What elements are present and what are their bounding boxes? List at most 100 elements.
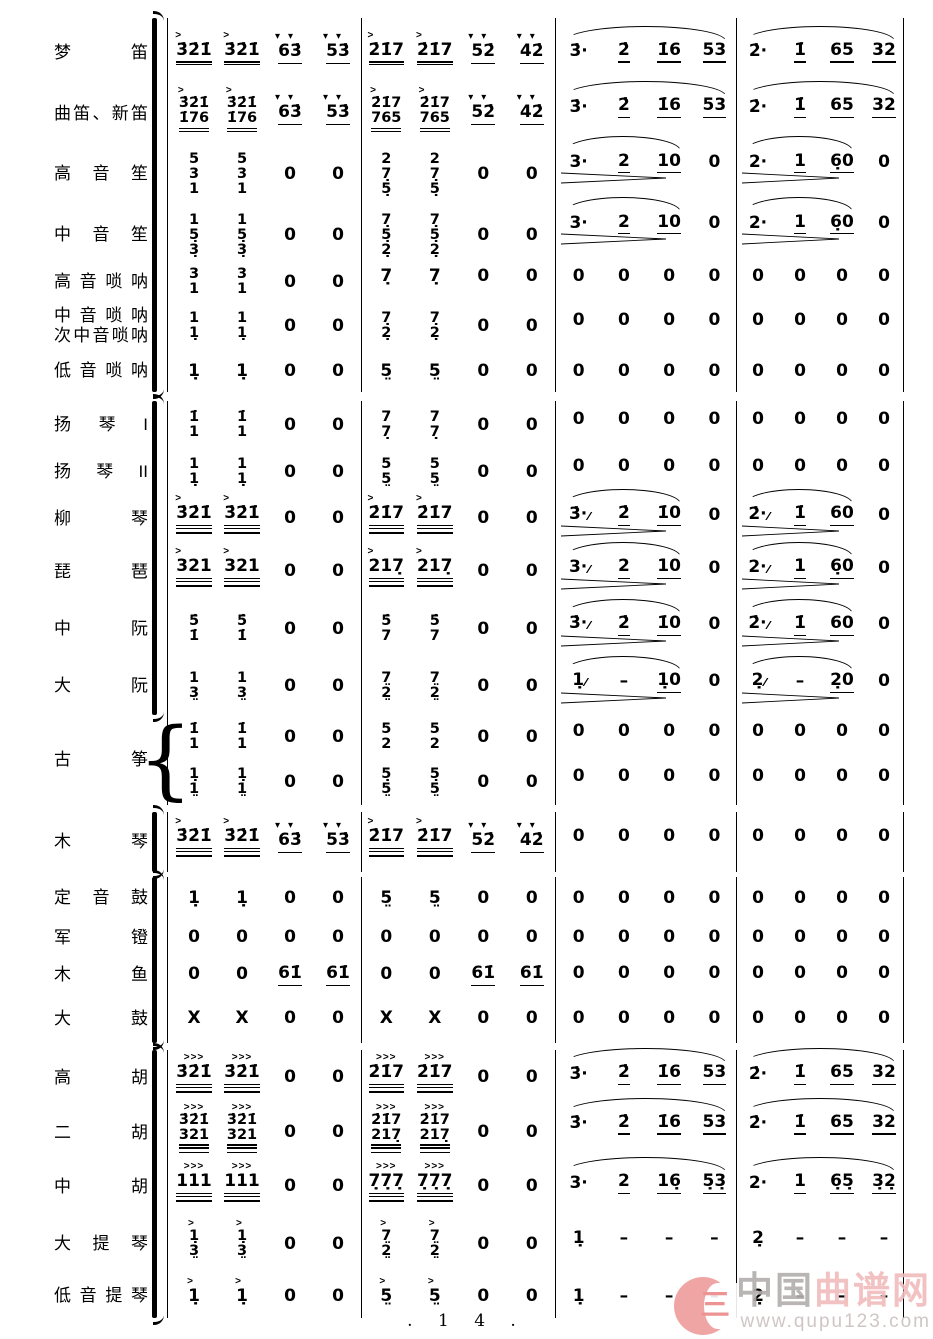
beat-cell: 0 (332, 1234, 344, 1254)
beat-cell: 0 (878, 964, 890, 983)
note-text: 0 (878, 360, 890, 381)
chord-note: 1̣ (236, 1228, 248, 1244)
beam-underline (368, 1086, 404, 1089)
note-text: 0 (332, 461, 344, 482)
accent-marks: > (427, 1275, 435, 1287)
beat-cell: 0 (878, 360, 890, 381)
label-char: II (138, 462, 148, 481)
accent-marks: > (175, 493, 183, 505)
beam-underline (794, 1133, 806, 1135)
chord-note: 3̇2̇1̇ (178, 1111, 210, 1128)
measure-1: 1 1̣ 1 1̣ 0 0 (170, 311, 362, 341)
beat-cell: >3̇2̇1̇ 1̇76 (226, 86, 258, 132)
note-text: 1 (794, 150, 806, 171)
chord-note: 5 (381, 456, 392, 472)
note-text: 2̇1̇7 (368, 826, 405, 847)
note-box: 1̣0 (657, 671, 681, 693)
note-box: 0 (794, 888, 806, 908)
chord-note: 1̣ (188, 471, 200, 487)
label-char: 木 (54, 832, 71, 851)
note-text: 0 (617, 266, 630, 286)
barline (736, 1050, 738, 1318)
accent-marks: > (367, 29, 375, 41)
chord-note: 7̣ (429, 310, 440, 326)
beat-cell: 0 (284, 462, 296, 482)
beat-cell: 0 (663, 888, 675, 908)
beam-underline (657, 577, 681, 580)
beat-cell: 0 (878, 267, 890, 286)
beat-cell: 0 (708, 213, 720, 233)
note-box: 0 (752, 722, 764, 741)
note-text: 0 (477, 618, 490, 639)
chord-stack: 1̇ 1 (237, 410, 247, 440)
beat-cell: 2̇ (617, 96, 630, 118)
beat-cell: 0 (663, 1009, 675, 1028)
note-text: 0 (663, 266, 676, 286)
measure-1: >>> 3̇2̇1̇ 321 >>> 3̇2̇1̇ 321 0 0 (170, 1102, 362, 1154)
beat-cell: 0 (794, 964, 806, 983)
beat-cell: 0 (526, 267, 538, 286)
beam-underline (176, 1086, 212, 1089)
beat-cell: 32 (872, 96, 896, 118)
note-box: 0 (836, 457, 848, 476)
beat-cell: 0 (284, 415, 296, 435)
note-text: 0 (428, 927, 441, 947)
note-box: – (796, 1229, 805, 1248)
beat-cell: – (880, 1286, 889, 1306)
measure-3: 3· 2 16̣ 5̣3̣ (556, 1157, 737, 1195)
note-text: 2̇· (748, 96, 768, 117)
beam-underline (176, 64, 212, 66)
note-box: 0 (708, 767, 720, 786)
measure-4: 2̇·⁄⁄1̇600 (737, 598, 905, 636)
note-box: >2̇1̇7 (368, 817, 405, 857)
beat-cell: 0 (794, 1009, 806, 1028)
note-box: 0 (284, 415, 296, 435)
note-text: 6̣0 (830, 211, 854, 232)
note-text: – (837, 1228, 847, 1248)
beat-cell: 0 (284, 1234, 296, 1254)
beat-cell: 0 (836, 928, 848, 947)
measure-2: >2̇1̇7 >2̇1̇7 ▾▾ 52̇ ▾▾ 42̇ (362, 30, 556, 66)
staccato-marks: ▾▾ (516, 820, 543, 832)
note-box: 0 (708, 213, 720, 233)
beam-underline (368, 1195, 404, 1198)
note-text: 111 (176, 1171, 212, 1192)
beat-cell: – (620, 1229, 629, 1248)
note-text: 0 (708, 360, 721, 381)
note-text: 0 (525, 561, 538, 582)
note-box: >3̇2̇1̇ (175, 817, 212, 857)
label-char: 筝 (131, 750, 148, 769)
beat-cell: 0 (477, 888, 489, 908)
beam-underline (368, 61, 404, 63)
note-text: 0 (284, 618, 296, 639)
note-box: 7̣ 2̣ (381, 311, 391, 341)
chord-note: 7 (381, 409, 392, 425)
measure-3: 3̇· 2̇ 1̇6 53 (556, 25, 737, 63)
note-box: >321 (223, 547, 260, 587)
music-line: 1 1̣ 1 1̣ 0 0 7̣ 2̣ 7̣ 2̣ 0 0 0 0 0 0 0 0 0 0 (170, 311, 905, 341)
instrument-label: 低音唢呐 (54, 361, 148, 381)
decrescendo-hairpin (742, 692, 839, 704)
beam-underline (830, 634, 854, 636)
chord-note: 2̣ (381, 241, 392, 258)
beat-cell: 1̣ (188, 888, 200, 908)
beat-cell: 0 (878, 311, 890, 330)
note-box: 0 (663, 361, 675, 381)
note-text: 6̣0 (830, 150, 854, 171)
label-char: 高 (54, 1068, 71, 1087)
beat-cell: 0 (284, 772, 296, 792)
chord-note: 1̤ (236, 781, 248, 797)
beat-cell: 3· (569, 213, 587, 233)
beat-cell: 0 (663, 311, 675, 330)
score-row-梦笛: 梦笛 >3̇2̇1̇ >3̇2̇1̇ ▾▾ 63̇ ▾▾ 53̇ >2̇1̇7 >2̇1̇7 ▾▾… (0, 18, 933, 88)
beat-cell: 0 (573, 964, 585, 983)
note-text: 0 (878, 1008, 890, 1028)
note-text: 10 (657, 150, 681, 171)
chord-stack: 1̣ 3̤ (189, 1229, 199, 1259)
note-text: 0 (236, 964, 248, 985)
chord-note: 5 (429, 721, 440, 737)
note-text: 0 (794, 963, 806, 984)
note-box: 65 (830, 96, 854, 118)
